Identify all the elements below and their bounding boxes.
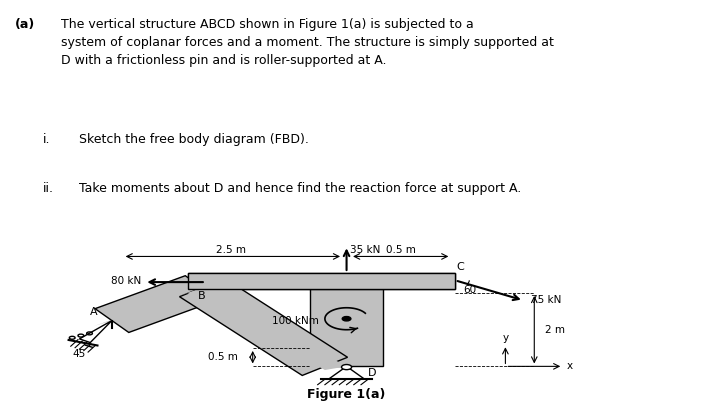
Text: ii.: ii. <box>43 182 54 195</box>
Polygon shape <box>94 288 347 370</box>
Polygon shape <box>188 273 455 289</box>
Text: The vertical structure ABCD shown in Figure 1(a) is subjected to a
system of cop: The vertical structure ABCD shown in Fig… <box>61 18 554 67</box>
Text: 2 m: 2 m <box>545 325 565 335</box>
Text: 80 kN: 80 kN <box>110 276 141 287</box>
Text: 100 kNm: 100 kNm <box>272 316 319 326</box>
Text: Figure 1(a): Figure 1(a) <box>308 388 386 401</box>
Text: y: y <box>503 332 508 343</box>
Text: A: A <box>90 307 97 317</box>
Text: Take moments about D and hence find the reaction force at support A.: Take moments about D and hence find the … <box>79 182 522 195</box>
Polygon shape <box>95 276 219 332</box>
Text: i.: i. <box>43 133 51 146</box>
Text: 35 kN: 35 kN <box>350 245 380 255</box>
Text: 2.5 m: 2.5 m <box>216 245 246 255</box>
Polygon shape <box>180 278 347 376</box>
Text: 0.5 m: 0.5 m <box>209 352 238 362</box>
Circle shape <box>342 365 352 370</box>
Text: 75 kN: 75 kN <box>531 295 561 305</box>
Polygon shape <box>329 366 365 379</box>
Circle shape <box>342 316 351 321</box>
Text: Sketch the free body diagram (FBD).: Sketch the free body diagram (FBD). <box>79 133 309 146</box>
Polygon shape <box>188 273 455 289</box>
Text: (a): (a) <box>14 18 35 31</box>
Text: D: D <box>368 368 377 378</box>
Text: B: B <box>198 291 206 301</box>
Polygon shape <box>310 289 383 366</box>
Text: 45: 45 <box>73 349 86 359</box>
Text: 0.5 m: 0.5 m <box>386 245 416 255</box>
Polygon shape <box>79 320 112 343</box>
Text: x: x <box>567 361 573 371</box>
Text: C: C <box>456 262 464 272</box>
Text: 60: 60 <box>464 285 477 295</box>
